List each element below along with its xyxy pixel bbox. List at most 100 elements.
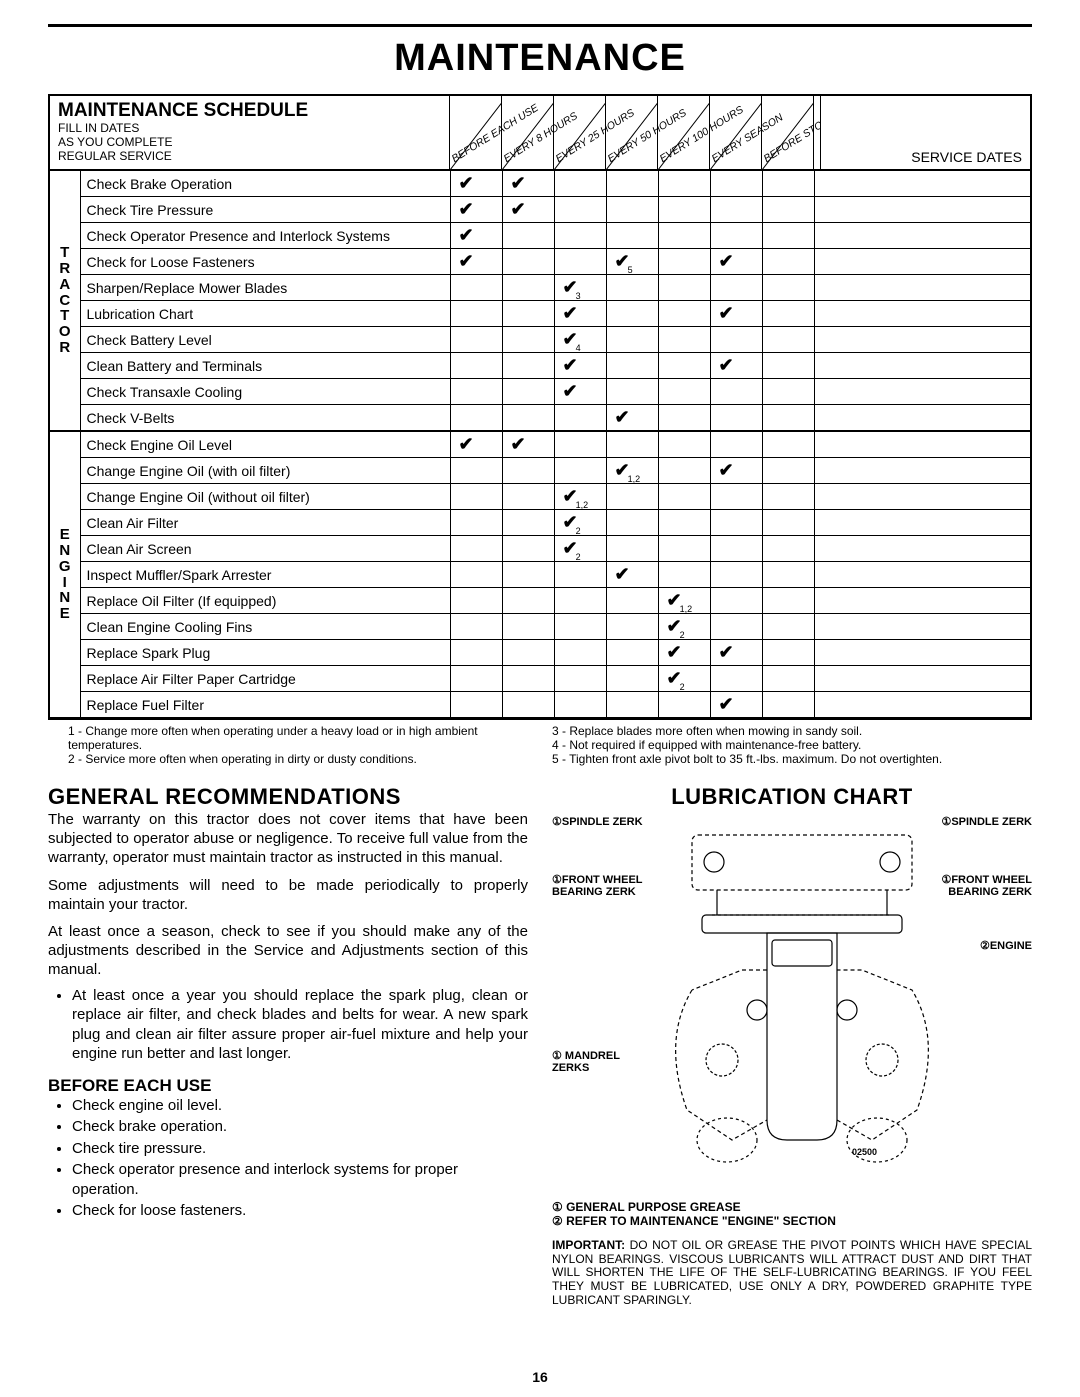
schedule-mark [554,562,606,588]
general-p2: Some adjustments will need to be made pe… [48,876,528,914]
schedule-col-header: EVERY 25 HOURS [554,96,606,169]
schedule-mark [450,484,502,510]
schedule-mark [762,301,814,327]
schedule-mark [554,171,606,197]
schedule-mark [502,536,554,562]
schedule-mark [658,431,710,458]
schedule-mark [606,171,658,197]
schedule-row: Clean Engine Cooling Fins2 [50,614,1030,640]
check-icon [719,645,734,661]
check-icon [719,254,734,270]
schedule-mark [606,536,658,562]
schedule-mark [606,640,658,666]
check-icon [563,306,578,322]
check-icon [459,176,474,192]
schedule-task: Check Tire Pressure [80,197,450,223]
schedule-mark: 2 [554,536,606,562]
schedule-row: Check for Loose Fasteners5 [50,249,1030,275]
schedule-mark [554,692,606,718]
schedule-row: Check Transaxle Cooling [50,379,1030,405]
lube-label-spindle-right: ①SPINDLE ZERK [941,816,1032,828]
schedule-mark [554,379,606,405]
schedule-mark [450,197,502,223]
schedule-mark [710,588,762,614]
service-date-cell [814,562,1030,588]
schedule-mark [762,458,814,484]
schedule-mark [762,536,814,562]
schedule-mark [554,640,606,666]
service-date-cell [814,171,1030,197]
service-date-cell [814,327,1030,353]
schedule-mark [606,692,658,718]
schedule-mark [762,197,814,223]
schedule-mark [710,562,762,588]
schedule-mark: 5 [606,249,658,275]
before-item: Check operator presence and interlock sy… [72,1160,528,1199]
lube-label-engine: ②ENGINE [980,940,1032,952]
schedule-mark [450,692,502,718]
schedule-mark [710,614,762,640]
schedule-mark [762,275,814,301]
schedule-mark [762,562,814,588]
schedule-task: Change Engine Oil (with oil filter) [80,458,450,484]
schedule-mark [502,327,554,353]
schedule-mark [710,510,762,536]
schedule-mark [658,458,710,484]
schedule-mark [658,692,710,718]
general-heading: GENERAL RECOMMENDATIONS [48,784,528,810]
schedule-row: Clean Battery and Terminals [50,353,1030,379]
schedule-mark [762,614,814,640]
schedule-mark [450,379,502,405]
service-date-cell [814,640,1030,666]
service-date-cell [814,249,1030,275]
schedule-mark [606,614,658,640]
schedule-mark [710,275,762,301]
service-date-cell [814,379,1030,405]
page-number: 16 [0,1369,1080,1385]
schedule-mark [502,588,554,614]
check-icon [719,358,734,374]
schedule-subheading: FILL IN DATES AS YOU COMPLETE REGULAR SE… [58,122,441,163]
schedule-heading: MAINTENANCE SCHEDULE [58,100,441,122]
schedule-task: Change Engine Oil (without oil filter) [80,484,450,510]
service-date-cell [814,692,1030,718]
lubrication-chart-diagram: ①SPINDLE ZERK ①SPINDLE ZERK ①FRONT WHEEL… [552,810,1032,1200]
schedule-row: Lubrication Chart [50,301,1030,327]
schedule-task: Replace Spark Plug [80,640,450,666]
schedule-task: Clean Air Screen [80,536,450,562]
lube-legend-1: ① GENERAL PURPOSE GREASE [552,1200,1032,1214]
schedule-row: Sharpen/Replace Mower Blades3 [50,275,1030,301]
schedule-mark [710,301,762,327]
schedule-group-label: E N G I N E [50,431,80,718]
schedule-mark [710,223,762,249]
schedule-row: Replace Fuel Filter [50,692,1030,718]
schedule-mark [658,275,710,301]
schedule-mark [710,484,762,510]
schedule-mark [762,379,814,405]
schedule-mark [762,405,814,432]
tractor-diagram-icon: 02500 [652,820,952,1170]
schedule-mark [606,301,658,327]
schedule-mark [710,171,762,197]
schedule-row: Replace Air Filter Paper Cartridge2 [50,666,1030,692]
schedule-mark [658,171,710,197]
schedule-mark [606,431,658,458]
schedule-mark [502,353,554,379]
schedule-mark [762,692,814,718]
schedule-task: Check Brake Operation [80,171,450,197]
schedule-mark [606,562,658,588]
service-date-cell [814,458,1030,484]
check-icon [511,202,526,218]
schedule-mark [762,431,814,458]
schedule-mark: 3 [554,275,606,301]
check-icon [719,697,734,713]
schedule-mark [606,327,658,353]
check-icon [719,306,734,322]
service-date-cell [814,588,1030,614]
service-date-cell [814,510,1030,536]
schedule-mark [450,405,502,432]
schedule-mark: 1,2 [606,458,658,484]
schedule-mark [762,666,814,692]
schedule-mark [450,249,502,275]
schedule-task: Clean Air Filter [80,510,450,536]
